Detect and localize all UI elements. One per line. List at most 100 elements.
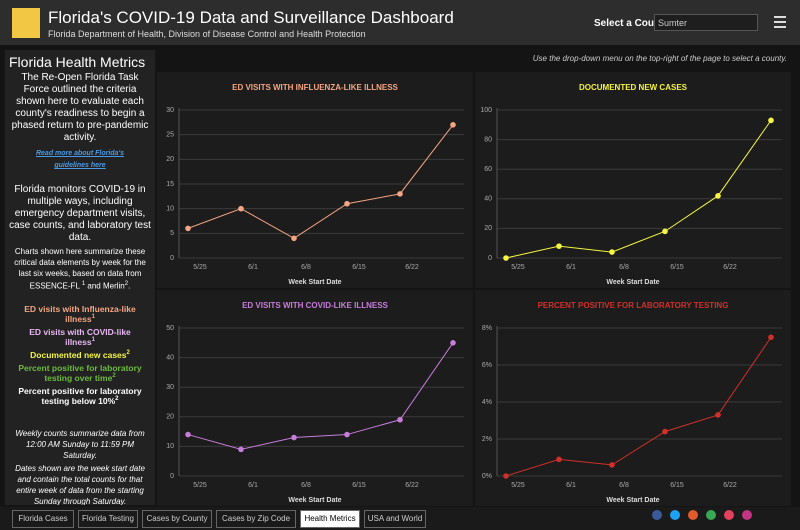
share-icon[interactable]: [706, 510, 716, 520]
header: Florida's COVID-19 Data and Surveillance…: [0, 0, 800, 45]
sidebar-title: Florida Health Metrics: [9, 54, 146, 70]
criterion-text: ED visits with COVID-like illness: [29, 326, 131, 347]
x-tick-label: 5/25: [193, 482, 207, 489]
footnote: 2: [126, 349, 130, 356]
x-tick-label: 6/1: [248, 482, 258, 489]
tab[interactable]: Health Metrics: [300, 510, 360, 528]
share-icon[interactable]: [742, 510, 752, 520]
y-tick-label: 0%: [482, 473, 492, 480]
share-icon[interactable]: [670, 510, 680, 520]
x-tick-label: 5/25: [193, 264, 207, 271]
y-tick-label: 5: [170, 230, 174, 237]
point: [609, 249, 615, 255]
share-icon[interactable]: [652, 510, 662, 520]
criteria: ED visits with Influenza-like illness1 ED…: [5, 304, 155, 406]
instruction: Use the drop-down menu on the top-right …: [532, 54, 787, 63]
share-icon[interactable]: [724, 510, 734, 520]
point: [450, 340, 456, 346]
y-tick-label: 8%: [482, 325, 492, 332]
y-tick-label: 10: [166, 443, 174, 450]
y-tick-label: 6%: [482, 362, 492, 369]
criterion-text: Documented new cases: [30, 349, 127, 360]
chart: PERCENT POSITIVE FOR LABORATORY TESTING 0…: [482, 301, 782, 504]
tab[interactable]: USA and World: [364, 510, 426, 528]
point: [768, 334, 774, 341]
header-title: Florida's COVID-19 Data and Surveillance…: [48, 8, 454, 27]
footnote: 1: [91, 336, 95, 343]
x-tick-label: 6/15: [352, 482, 366, 489]
point: [238, 446, 244, 453]
criterion: ED visits with COVID-like illness1: [15, 327, 145, 347]
point: [768, 117, 774, 124]
y-tick-label: 60: [484, 166, 492, 173]
criterion: Percent positive for laboratory testing …: [15, 363, 145, 383]
footnote: 1: [81, 281, 86, 287]
point: [344, 431, 350, 438]
criterion: Documented new cases2: [15, 350, 145, 360]
line: [187, 124, 454, 239]
x-tick-label: 5/25: [511, 482, 525, 489]
line: [505, 336, 772, 477]
point: [450, 122, 456, 128]
point: [185, 225, 191, 232]
x-tick-label: 6/8: [619, 482, 629, 489]
criterion-text: ED visits with Influenza-like illness: [24, 303, 136, 324]
county-select[interactable]: Sumter: [654, 14, 758, 31]
tab[interactable]: Florida Cases: [12, 510, 74, 528]
summary-text: Charts shown here summarize these critic…: [14, 247, 146, 291]
x-tick-label: 6/1: [566, 482, 576, 489]
point: [397, 191, 403, 197]
chart-title: ED VISITS WITH INFLUENZA-LIKE ILLNESS: [232, 83, 398, 92]
point: [556, 456, 562, 463]
criterion-text: Percent positive for laboratory testing …: [18, 362, 142, 383]
footnote: 2: [115, 395, 119, 402]
summary-text: and Merlin: [85, 281, 125, 291]
x-axis-label: Week Start Date: [288, 279, 341, 286]
tab[interactable]: Cases by County: [142, 510, 212, 528]
x-tick-label: 6/8: [619, 264, 629, 271]
x-tick-label: 6/15: [670, 264, 684, 271]
x-tick-label: 6/22: [405, 264, 419, 271]
x-axis-label: Week Start Date: [288, 497, 341, 504]
summary: Charts shown here summarize these critic…: [9, 246, 151, 292]
point: [185, 431, 191, 438]
tab-bar: Florida Cases Florida Testing Cases by Cou…: [0, 507, 800, 530]
weekly-note: Weekly counts summarize data from 12:00 …: [15, 428, 145, 460]
x-axis-label: Week Start Date: [606, 497, 659, 504]
chart-title: DOCUMENTED NEW CASES: [579, 83, 688, 92]
y-tick-label: 0: [170, 255, 174, 262]
criterion: ED visits with Influenza-like illness1: [15, 304, 145, 324]
point: [609, 462, 615, 468]
point: [291, 434, 297, 441]
chart-panel: DOCUMENTED NEW CASES 0 20 40 60 80 100 Week Sta…: [475, 72, 791, 288]
x-tick-label: 6/8: [301, 264, 311, 271]
y-tick-label: 25: [166, 132, 174, 139]
point: [238, 205, 244, 212]
x-tick-label: 6/15: [670, 482, 684, 489]
menu-button[interactable]: [774, 16, 786, 28]
intro: The Re-Open Florida Task Force outlined …: [11, 72, 149, 143]
tab[interactable]: Florida Testing: [78, 510, 138, 528]
share-icon[interactable]: [688, 510, 698, 520]
y-tick-label: 15: [166, 181, 174, 188]
chart-panel: ED VISITS WITH COVID-LIKE ILLNESS 0 10 20 30…: [157, 290, 473, 506]
tab[interactable]: Cases by Zip Code: [216, 510, 296, 528]
x-tick-label: 6/8: [301, 482, 311, 489]
point: [503, 255, 509, 261]
x-tick-label: 6/1: [248, 264, 258, 271]
y-tick-label: 4%: [482, 399, 492, 406]
footnote: 2: [124, 281, 129, 287]
sidebar: Florida Health Metrics The Re-Open Flori…: [5, 50, 155, 505]
y-tick-label: 30: [166, 384, 174, 391]
y-tick-label: 40: [484, 196, 492, 203]
point: [662, 228, 668, 235]
footnote: 1: [91, 313, 95, 320]
criterion-text: Percent positive for laboratory testing …: [18, 385, 142, 406]
guidelines-link[interactable]: Read more about Florida's guidelines her…: [35, 150, 124, 169]
point: [291, 235, 297, 242]
chart-panel: PERCENT POSITIVE FOR LABORATORY TESTING 0…: [475, 290, 791, 506]
y-tick-label: 10: [166, 206, 174, 213]
chart-panel: ED VISITS WITH INFLUENZA-LIKE ILLNESS 0 5 1…: [157, 72, 473, 288]
line: [505, 120, 772, 259]
x-tick-label: 6/15: [352, 264, 366, 271]
